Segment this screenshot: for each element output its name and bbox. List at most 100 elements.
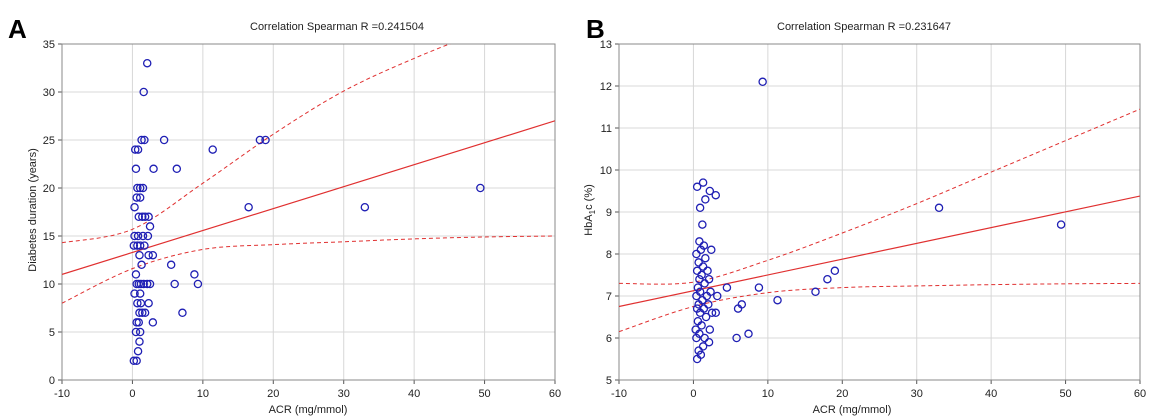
y-tick-label: 5 [606, 375, 612, 387]
scatter-point [140, 241, 149, 250]
scatter-point [129, 241, 139, 250]
scatter-point [131, 164, 141, 174]
x-tick-label: 10 [197, 388, 209, 400]
scatter-point [711, 308, 721, 318]
x-tick-label: 40 [408, 388, 420, 400]
scatter-point [159, 135, 169, 145]
scatter-point [140, 308, 150, 318]
chart-title-b: Correlation Spearman R =0.231647 [777, 21, 951, 33]
plot-content-b [619, 77, 1140, 364]
scatter-point [135, 327, 145, 337]
scatter-point [692, 266, 702, 276]
scatter-point [705, 186, 715, 196]
scatter-point [701, 312, 711, 322]
scatter-point [133, 183, 142, 193]
scatter-point [704, 337, 714, 347]
plot-area-b: -10 0 10 20 30 40 50 60 5 6 7 8 9 10 11 12 13 [600, 39, 1146, 400]
scatter-point [699, 304, 709, 313]
scatter-point [830, 266, 840, 276]
scatter-point [139, 279, 148, 289]
regression-line [619, 195, 1140, 308]
y-tick-label: 7 [606, 291, 612, 303]
scatter-point [166, 260, 176, 270]
ci-lower-line [619, 282, 1140, 333]
scatter-point [136, 279, 146, 289]
scatter-point [129, 356, 139, 366]
scatter-point [694, 346, 703, 355]
scatter-point [138, 183, 148, 193]
scatter-point [744, 329, 753, 339]
scatter-point [130, 231, 139, 241]
ci-upper-line [619, 108, 1140, 285]
chart-panel-a: Correlation Spearman R =0.241504 ACR (mg… [27, 21, 561, 416]
scatter-point [130, 202, 139, 212]
y-tick-label: 10 [43, 279, 55, 291]
scatter-point [144, 298, 153, 308]
scatter-point [261, 135, 270, 145]
scatter-point [135, 289, 145, 298]
scatter-point [143, 231, 153, 241]
scatter-point [707, 308, 717, 318]
scatter-point [697, 270, 706, 280]
scatter-point [142, 58, 152, 68]
x-tick-label: 60 [549, 388, 561, 400]
scatter-point [695, 287, 705, 297]
x-tick-label: 40 [985, 388, 997, 400]
scatter-point [811, 287, 820, 297]
scatter-point [691, 325, 700, 334]
plot-border-b [618, 43, 1141, 381]
scatter-point [139, 87, 148, 97]
scatter-point [137, 260, 146, 270]
x-axis-label-b: ACR (mg/mmol) [813, 404, 892, 416]
plot-content-a [62, 44, 555, 366]
x-tick-label: 10 [762, 388, 774, 400]
scatter-point [823, 274, 832, 284]
y-tick-label: 10 [600, 165, 612, 177]
scatter-point [140, 212, 150, 222]
scatter-point [135, 250, 144, 260]
scatter-point [133, 231, 143, 241]
y-tick-label: 0 [49, 375, 55, 387]
scatter-point [172, 164, 182, 174]
scatter-point [695, 237, 704, 246]
scatter-point [934, 203, 944, 213]
y-tick-label: 15 [43, 231, 55, 243]
scatter-point [476, 183, 485, 193]
scatter-point [704, 274, 714, 284]
scatter-point [130, 145, 140, 154]
chart-title-a: Correlation Spearman R =0.241504 [250, 21, 424, 33]
y-tick-label: 8 [606, 249, 612, 261]
scatter-point [132, 193, 141, 202]
scatter-point [133, 298, 142, 308]
x-tick-label: 50 [478, 388, 490, 400]
scatter-point [694, 258, 703, 267]
scatter-point [132, 356, 141, 366]
x-tick-label: 0 [129, 388, 135, 400]
scatter-point [145, 279, 155, 289]
scatter-point [722, 283, 732, 292]
scatter-point [148, 318, 158, 327]
x-tick-label: 20 [836, 388, 848, 400]
scatter-point [137, 135, 146, 145]
y-tick-label: 13 [600, 39, 612, 51]
scatter-point [758, 77, 767, 87]
scatter-point [695, 274, 704, 284]
scatter-point [170, 279, 179, 289]
ci-lower-line [62, 235, 555, 304]
scatter-point [244, 202, 253, 212]
y-tick-label: 6 [606, 333, 612, 345]
scatter-point [133, 145, 143, 154]
scatter-point [140, 135, 149, 145]
scatter-point [703, 266, 712, 276]
scatter-point [144, 212, 153, 222]
scatter-point [149, 164, 158, 174]
y-tick-label: 25 [43, 135, 55, 147]
scatter-point [732, 333, 741, 343]
scatter-point [135, 337, 144, 346]
scatter-point [701, 195, 710, 204]
y-tick-label: 5 [49, 327, 55, 339]
scatter-point [698, 220, 707, 229]
scatter-point [707, 245, 716, 255]
